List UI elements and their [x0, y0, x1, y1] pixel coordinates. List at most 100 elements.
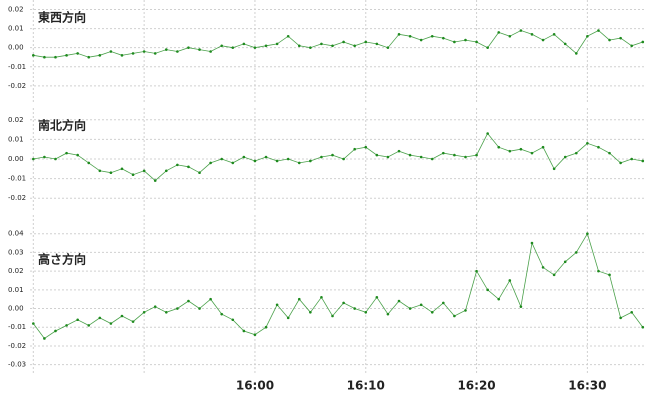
data-point	[442, 301, 445, 305]
data-point	[220, 44, 224, 48]
data-point	[76, 153, 79, 157]
data-point	[397, 33, 401, 36]
data-point	[120, 314, 124, 318]
data-point	[508, 279, 512, 282]
data-point	[430, 34, 434, 38]
data-point	[253, 333, 257, 337]
data-point	[32, 322, 35, 325]
data-point	[54, 55, 57, 59]
data-point	[386, 46, 390, 49]
data-point	[131, 173, 135, 176]
data-point	[464, 38, 467, 42]
data-point	[164, 169, 168, 173]
data-line	[33, 30, 643, 58]
data-point	[220, 312, 224, 316]
data-point	[131, 320, 135, 323]
data-point	[397, 149, 401, 153]
data-point	[497, 31, 501, 34]
data-point	[630, 310, 634, 314]
data-point	[597, 269, 600, 273]
data-point	[574, 251, 578, 254]
data-point	[76, 52, 79, 55]
y-tick-label: 0.00	[8, 305, 24, 313]
data-point	[309, 46, 312, 49]
data-point	[164, 48, 168, 51]
data-point	[220, 157, 224, 161]
data-point	[430, 157, 434, 161]
data-point	[641, 159, 645, 163]
data-point	[142, 50, 146, 53]
data-point	[442, 151, 445, 155]
data-point	[397, 299, 401, 303]
data-point	[320, 296, 323, 299]
data-point	[187, 46, 190, 49]
y-tick-label: -0.02	[8, 194, 26, 202]
data-line	[32, 232, 644, 340]
data-point	[142, 169, 146, 173]
data-point	[464, 309, 467, 312]
data-point	[619, 316, 622, 320]
data-point	[608, 273, 611, 277]
data-point	[264, 325, 268, 329]
data-point	[231, 46, 235, 49]
data-point	[131, 52, 135, 55]
data-point	[486, 132, 489, 135]
data-point	[286, 316, 290, 320]
data-point	[187, 165, 190, 169]
data-point	[486, 46, 489, 49]
data-point	[475, 153, 478, 157]
data-point	[552, 273, 556, 277]
data-point	[43, 155, 46, 159]
data-point	[497, 297, 501, 301]
data-point	[563, 42, 567, 46]
data-point	[253, 159, 257, 163]
data-point	[353, 307, 356, 310]
panel-title: 南北方向	[38, 118, 86, 133]
data-point	[176, 50, 179, 53]
data-point	[541, 38, 545, 42]
data-point	[641, 40, 645, 44]
data-point	[563, 155, 567, 159]
data-point	[464, 155, 467, 159]
data-point	[264, 155, 268, 159]
data-point	[120, 54, 124, 57]
data-point	[275, 42, 279, 46]
data-point	[54, 157, 57, 161]
data-point	[497, 145, 501, 149]
data-point	[176, 307, 179, 310]
data-point	[586, 34, 589, 38]
data-point	[630, 44, 634, 48]
data-point	[297, 44, 301, 48]
data-point	[508, 34, 512, 38]
data-point	[641, 325, 645, 329]
data-point	[98, 169, 102, 173]
data-point	[386, 312, 390, 316]
data-point	[242, 329, 246, 333]
data-point	[530, 33, 534, 36]
data-point	[65, 151, 68, 155]
data-point	[442, 36, 445, 40]
data-point	[109, 322, 113, 325]
data-point	[586, 232, 589, 236]
data-point	[430, 310, 434, 314]
x-tick-label: 16:20	[457, 379, 495, 393]
data-point	[574, 52, 578, 55]
data-point	[342, 40, 345, 44]
data-point	[198, 307, 201, 310]
data-point	[408, 153, 412, 157]
y-tick-label: -0.02	[8, 342, 26, 350]
y-tick-label: 0.02	[8, 116, 24, 124]
data-point	[309, 159, 312, 163]
data-point	[320, 42, 323, 46]
data-point	[519, 29, 523, 32]
data-point	[109, 171, 113, 175]
data-point	[331, 153, 334, 157]
data-point	[375, 42, 379, 46]
data-point	[54, 329, 57, 333]
data-point	[386, 155, 390, 159]
y-tick-label: -0.01	[8, 63, 26, 71]
data-point	[597, 145, 600, 149]
data-point	[519, 305, 523, 308]
data-point	[209, 161, 212, 165]
y-tick-label: -0.02	[8, 82, 26, 90]
